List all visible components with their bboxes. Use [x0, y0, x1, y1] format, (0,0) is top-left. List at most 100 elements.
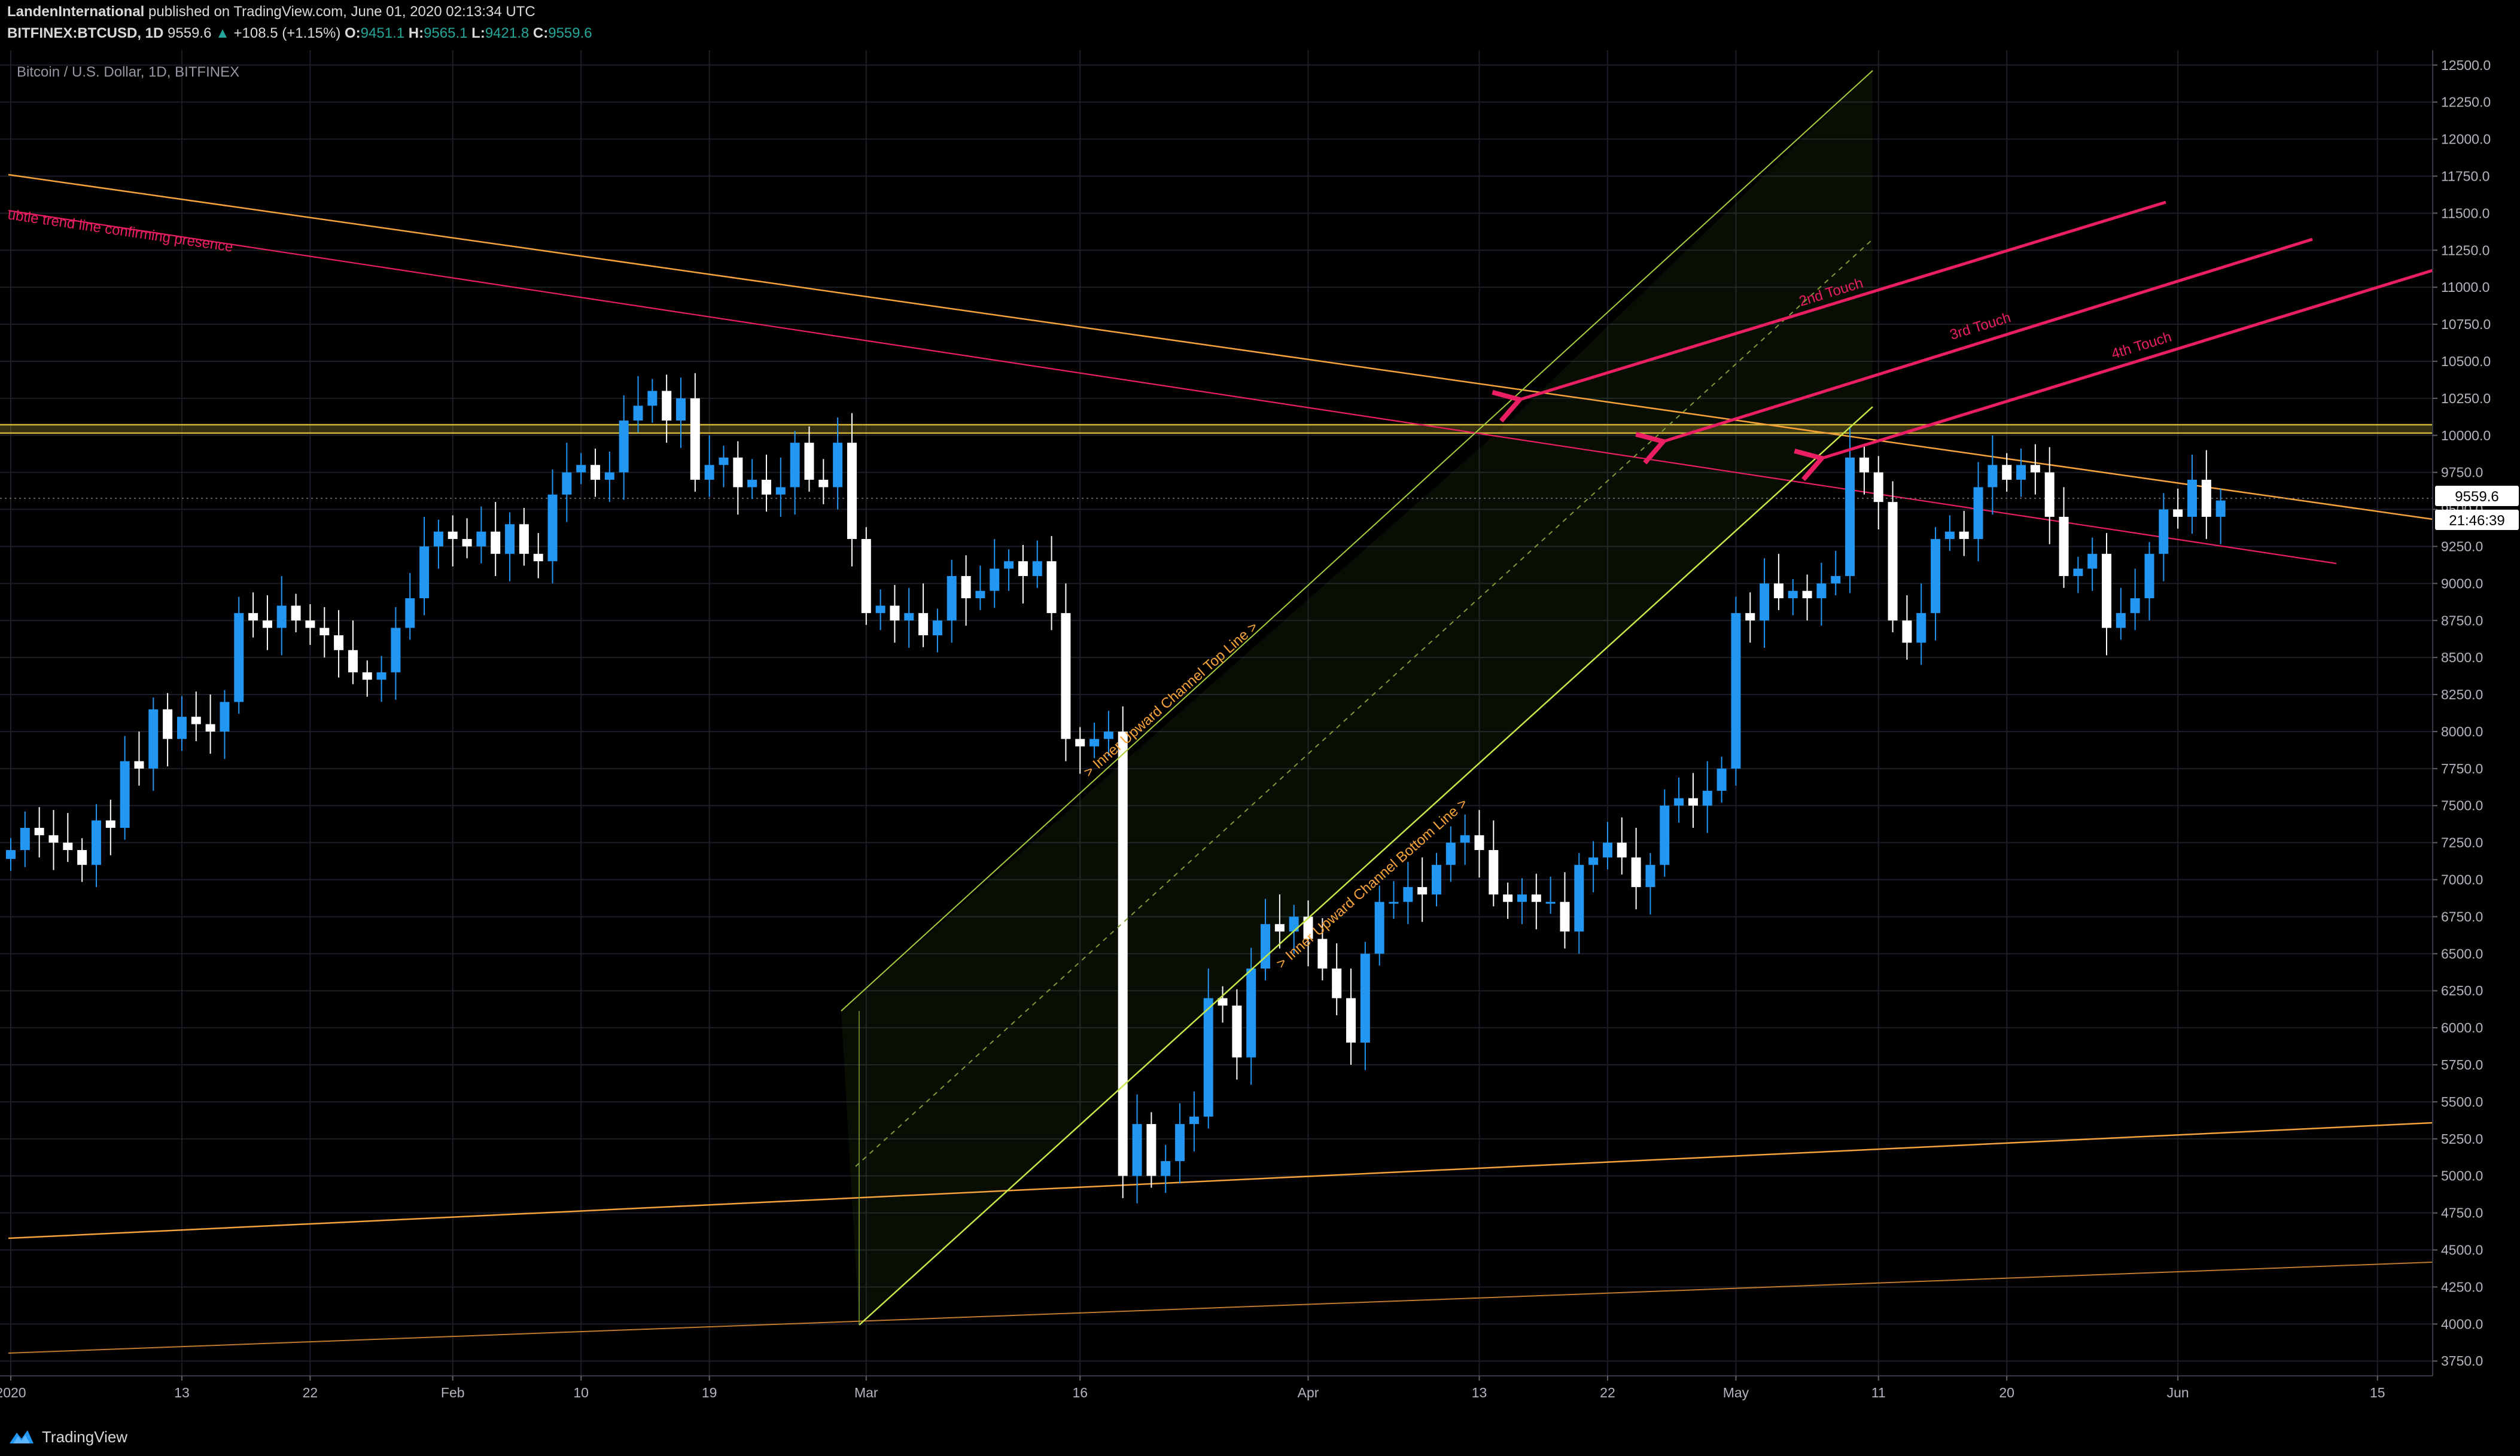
candle-body	[2059, 516, 2069, 576]
candle	[847, 413, 857, 566]
price-tick-label: 10000.0	[2441, 428, 2491, 443]
candle-body	[1332, 968, 1342, 998]
candle-body	[319, 628, 330, 636]
candle	[505, 512, 515, 581]
candle	[875, 589, 885, 630]
candle-body	[1916, 613, 1926, 643]
candle	[348, 620, 358, 684]
candle-body	[220, 702, 230, 732]
candle-body	[1503, 894, 1513, 902]
descending-trend-line	[8, 173, 2433, 520]
price-tick-label: 7250.0	[2441, 835, 2483, 851]
price-tick-label: 4750.0	[2441, 1205, 2483, 1221]
price-tick-label: 12000.0	[2441, 132, 2491, 147]
price-tick-label: 11250.0	[2441, 242, 2489, 258]
price-axis-bg	[2433, 50, 2520, 1376]
candle-body	[2159, 509, 2169, 554]
price-change: +108.5 (+1.15%)	[233, 25, 341, 41]
candle	[2002, 453, 2012, 492]
candle	[305, 604, 315, 645]
candle	[391, 607, 401, 700]
price-tick-label: 10750.0	[2441, 316, 2491, 332]
candle-body	[362, 672, 372, 680]
candle-body	[1645, 864, 1655, 887]
candle	[1660, 789, 1670, 877]
candle-body	[875, 605, 885, 613]
price-tick-label: 5250.0	[2441, 1131, 2483, 1147]
candle-body	[1432, 864, 1441, 895]
candle	[2030, 444, 2040, 495]
symbol-name[interactable]: BITFINEX:BTCUSD, 1D	[7, 25, 164, 41]
candle-body	[491, 531, 501, 554]
candle-body	[662, 391, 672, 421]
candle-body	[1161, 1160, 1171, 1176]
candle	[1161, 1144, 1171, 1193]
candle-body	[562, 472, 572, 495]
candle-body	[91, 820, 101, 865]
candle-body	[2187, 480, 2197, 517]
candle	[1617, 817, 1627, 875]
candle-body	[205, 724, 215, 732]
candle-body	[234, 613, 244, 702]
candle	[134, 731, 144, 786]
publisher-name[interactable]: LandenInternational	[7, 4, 145, 20]
candle	[1702, 761, 1712, 833]
tradingview-brand[interactable]: TradingView	[7, 1426, 127, 1448]
candle	[1674, 777, 1684, 823]
candle-body	[847, 443, 857, 540]
candle-body	[1845, 457, 1855, 576]
candle	[775, 457, 786, 517]
candle	[533, 533, 543, 578]
candle-body	[1146, 1124, 1156, 1176]
price-tick-label: 5500.0	[2441, 1094, 2483, 1110]
price-tick-label: 3750.0	[2441, 1353, 2483, 1369]
candle	[1232, 989, 1242, 1080]
candle	[1773, 553, 1784, 610]
open-value: 9451.1	[360, 25, 405, 41]
grid	[0, 50, 2433, 1376]
candles[interactable]	[6, 373, 2226, 1204]
candle-body	[1474, 835, 1484, 851]
candle	[1032, 540, 1042, 588]
candle-body	[1189, 1116, 1199, 1125]
channel-fill	[841, 71, 1873, 1325]
candle-body	[1175, 1124, 1185, 1161]
candle	[1403, 861, 1413, 924]
candle-body	[248, 613, 258, 621]
brand-label: TradingView	[42, 1427, 128, 1446]
candle	[747, 459, 757, 499]
candle	[1332, 943, 1342, 1016]
candle	[1303, 900, 1313, 967]
candle	[20, 811, 30, 867]
axes[interactable]: 12500.0 12250.0 12000.0 11750.0 11500.0 11250…	[0, 50, 2520, 1400]
candle	[1845, 428, 1855, 593]
candle-body	[1773, 583, 1784, 599]
candle	[1274, 894, 1285, 949]
candle	[2187, 454, 2197, 534]
candle-body	[1574, 864, 1584, 932]
candle-body	[2044, 472, 2055, 517]
candle-body	[761, 480, 771, 495]
price-tick-label: 11500.0	[2441, 205, 2489, 221]
candle	[690, 373, 700, 492]
candle-body	[2030, 465, 2040, 473]
time-tick-label: Feb	[441, 1385, 465, 1400]
candle	[519, 508, 529, 566]
candle-body	[804, 443, 814, 480]
candle-body	[1374, 901, 1384, 954]
candle-body	[1959, 531, 1969, 540]
candle-body	[1973, 487, 1983, 540]
candle-body	[391, 628, 401, 672]
candle-body	[591, 465, 601, 480]
candle-body	[719, 457, 729, 465]
candle-body	[20, 827, 30, 851]
candle-body	[77, 850, 87, 865]
candle-body	[1018, 561, 1028, 576]
touch-arrow-4th	[1794, 269, 2433, 482]
candle	[790, 431, 800, 515]
candle	[2144, 542, 2154, 621]
candle-body	[1617, 842, 1627, 858]
candle	[604, 451, 614, 502]
candle-body	[932, 620, 942, 636]
